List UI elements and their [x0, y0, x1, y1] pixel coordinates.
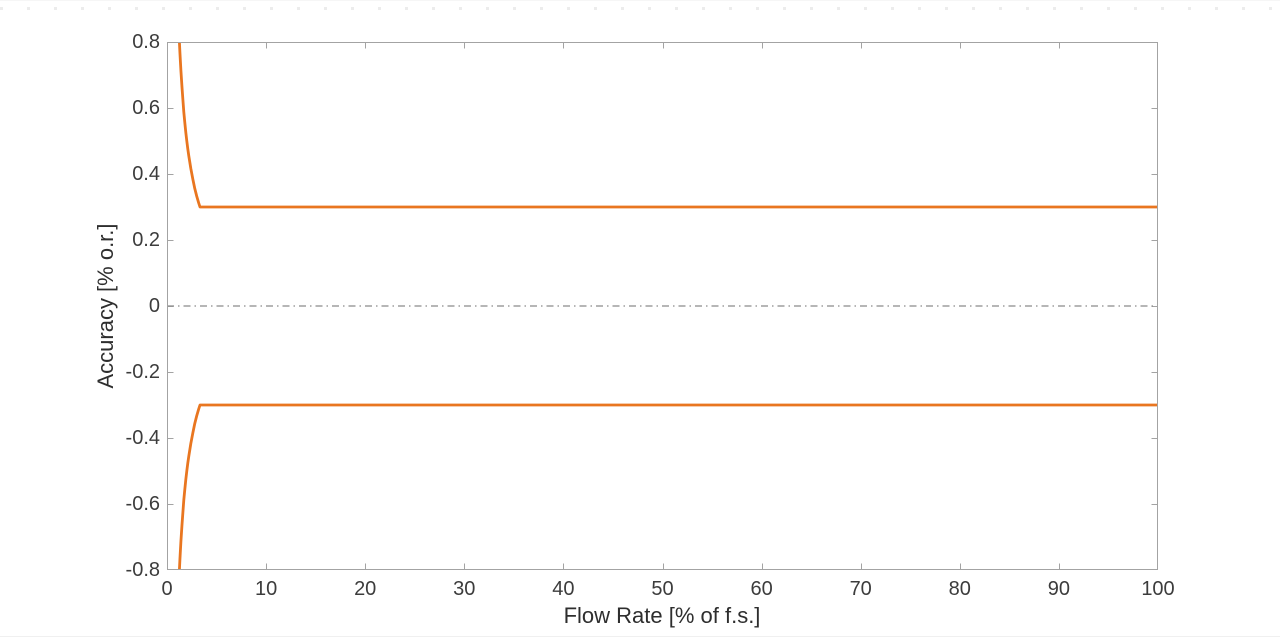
x-tick-label: 30: [453, 578, 476, 600]
y-tick-label: -0.4: [125, 427, 160, 449]
y-tick-label: 0.4: [132, 163, 160, 185]
y-tick-label: 0: [148, 295, 160, 317]
axes-box: [167, 42, 1158, 570]
x-tick-label: 70: [849, 578, 872, 600]
y-tick-label: 0.8: [132, 31, 160, 53]
y-tick-label: 0.6: [132, 97, 160, 119]
x-tick-label: 10: [254, 578, 278, 600]
plot-area: [167, 42, 1158, 570]
page-dot-texture: [0, 7, 1280, 10]
x-tick-label: 80: [948, 578, 971, 600]
series-lower-accuracy-limit: [177, 403, 1158, 570]
series-upper-accuracy-limit: [177, 42, 1158, 209]
x-tick-label: 40: [552, 578, 575, 600]
x-tick-label: 100: [1141, 578, 1175, 600]
page-texture-line-bottom: [0, 636, 1280, 637]
x-axis-label: Flow Rate [% of f.s.]: [563, 603, 761, 628]
y-tick-label: 0.2: [132, 229, 160, 251]
page-texture-line-top: [0, 0, 1280, 1]
x-tick-label: 60: [750, 578, 773, 600]
y-tick-label: -0.6: [125, 493, 160, 515]
x-tick-label: 20: [354, 578, 377, 600]
x-tick-label: 50: [651, 578, 674, 600]
x-tick-label: 0: [161, 578, 173, 600]
x-tick-label: 90: [1047, 578, 1071, 600]
y-tick-label: -0.8: [125, 559, 160, 581]
y-tick-label: -0.2: [125, 361, 160, 383]
